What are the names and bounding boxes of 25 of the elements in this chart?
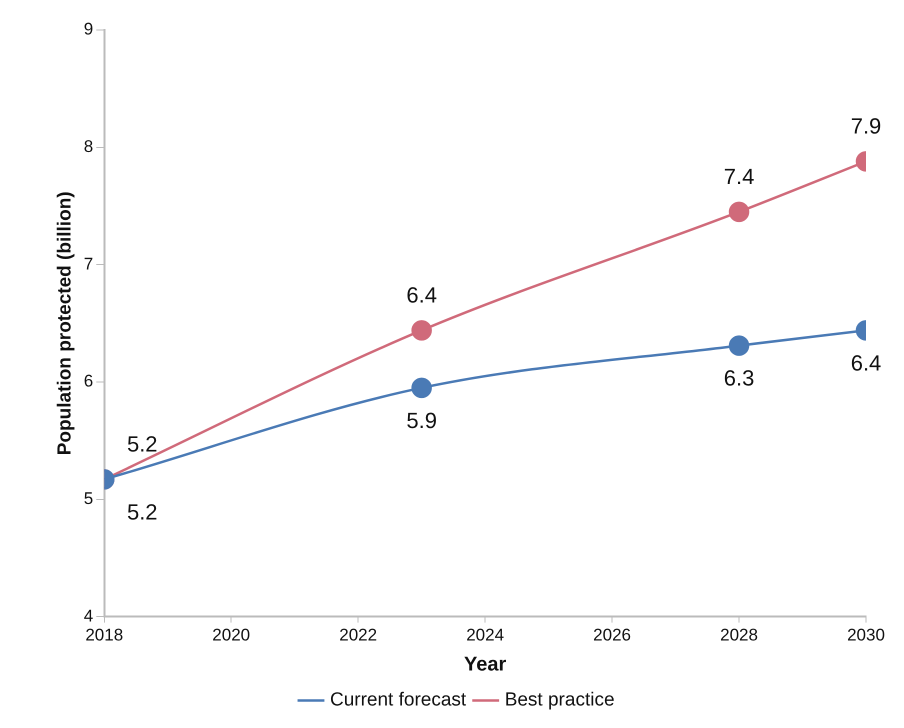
x-tick-label: 2028 — [720, 625, 758, 644]
x-tick-label: 2026 — [593, 625, 631, 644]
data-label: 6.4 — [850, 350, 882, 376]
data-label: 5.2 — [126, 431, 158, 456]
data-label: 6.3 — [724, 366, 754, 391]
data-label: 5.9 — [406, 408, 437, 433]
y-tick-label: 5 — [84, 488, 94, 508]
legend-label: Best practice — [504, 690, 615, 711]
y-tick-label: 7 — [84, 254, 94, 274]
x-tick-label: 2024 — [466, 625, 504, 644]
data-label: 6.4 — [406, 282, 437, 308]
data-label: 7.4 — [724, 164, 754, 189]
y-tick-label: 9 — [84, 20, 94, 39]
data-label: 7.9 — [850, 113, 882, 138]
y-tick-label: 8 — [84, 137, 94, 156]
legend-label: Current forecast — [330, 690, 467, 711]
y-tick-label: 6 — [84, 372, 94, 391]
x-tick-label: 2022 — [339, 625, 378, 644]
x-tick-label: 2030 — [847, 625, 885, 644]
y-tick-label: 4 — [84, 606, 94, 626]
data-label: 5.2 — [126, 499, 158, 524]
y-axis-title: Population protected (billion) — [54, 191, 76, 456]
x-tick-label: 2018 — [85, 625, 124, 644]
x-axis-title: Year — [464, 654, 506, 676]
x-tick-label: 2020 — [212, 625, 250, 644]
